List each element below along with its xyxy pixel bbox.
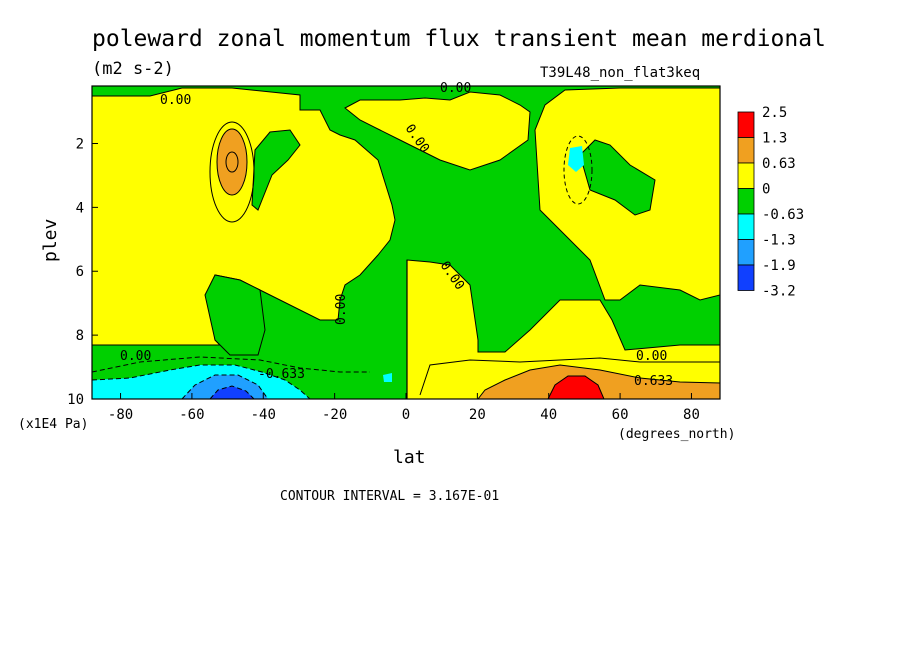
region-negative-island-a: [251, 129, 301, 211]
contour-interval: CONTOUR INTERVAL = 3.167E-01: [280, 489, 499, 504]
x-tick-label: -80: [108, 407, 133, 423]
x-axis-label: lat: [393, 447, 426, 468]
x-tick-label: 40: [540, 407, 557, 423]
legend-level: 2.5: [762, 105, 787, 121]
x-axis-units: (degrees_north): [618, 427, 735, 442]
chart-units: (m2 s-2): [92, 59, 174, 79]
contour-positive-low: [419, 357, 720, 396]
y-tick-label: 6: [76, 264, 84, 280]
contour-label: 0.00: [160, 93, 191, 108]
region-negative-island-b: [204, 274, 266, 356]
x-axis: -80 -60 -40 -20 0 20 40 60 80: [108, 393, 700, 423]
legend-swatch: [737, 162, 755, 189]
legend-level: -1.9: [762, 258, 796, 274]
legend-level: -1.3: [762, 233, 796, 249]
x-tick-label: -40: [251, 407, 276, 423]
run-label: T39L48_non_flat3keq: [540, 65, 700, 81]
x-tick-label: -20: [322, 407, 347, 423]
y-axis: 2 4 6 8 10: [67, 136, 98, 408]
x-tick-label: 60: [612, 407, 629, 423]
y-tick-label: 10: [67, 392, 84, 408]
x-tick-label: 20: [469, 407, 486, 423]
contour-label: 0.00: [334, 294, 349, 325]
chart-title: poleward zonal momentum flux transient m…: [92, 26, 826, 52]
legend-swatch: [737, 111, 755, 138]
legend-swatch: [737, 264, 755, 291]
contour-high-positive-north: [225, 151, 239, 173]
legend-level: 0.63: [762, 156, 796, 172]
contour-negative-north-outer: [563, 135, 593, 205]
legend-level: -0.63: [762, 207, 804, 223]
y-tick-label: 4: [76, 200, 84, 216]
y-tick-label: 2: [76, 136, 84, 152]
color-legend: 2.5 1.3 0.63 0 -0.63 -1.3 -1.9 -3.2: [737, 105, 804, 300]
legend-swatch: [737, 239, 755, 266]
y-axis-units: (x1E4 Pa): [18, 417, 88, 432]
contour-label: 0.633: [634, 374, 673, 389]
legend-swatch: [737, 137, 755, 164]
contour-positive-north-outer: [209, 121, 255, 223]
x-tick-label: 80: [683, 407, 700, 423]
legend-level: -3.2: [762, 284, 796, 300]
region-negative-island-c: [579, 139, 656, 216]
contour-label: 0.00: [440, 81, 471, 96]
contour-negative-low: [91, 356, 370, 373]
x-tick-label: -60: [179, 407, 204, 423]
region-high-positive-north: [216, 128, 248, 196]
y-tick-label: 8: [76, 328, 84, 344]
contour-label: 0.00: [636, 349, 667, 364]
region-positive-top: [344, 91, 531, 171]
x-tick-label: 0: [402, 407, 410, 423]
y-axis-label: plev: [40, 219, 61, 262]
legend-swatch: [737, 213, 755, 240]
legend-level: 1.3: [762, 131, 787, 147]
region-negative-mid-small: [383, 373, 392, 382]
plot-area: 0.00 0.00 0.00 0.00 0.00 0.00 0.00 -0.63…: [91, 81, 721, 400]
legend-swatch: [737, 188, 755, 215]
contour-label: -0.633: [258, 367, 305, 382]
contour-label: 0.00: [120, 349, 151, 364]
region-negative-mid-north: [568, 146, 584, 172]
legend-level: 0: [762, 182, 770, 198]
